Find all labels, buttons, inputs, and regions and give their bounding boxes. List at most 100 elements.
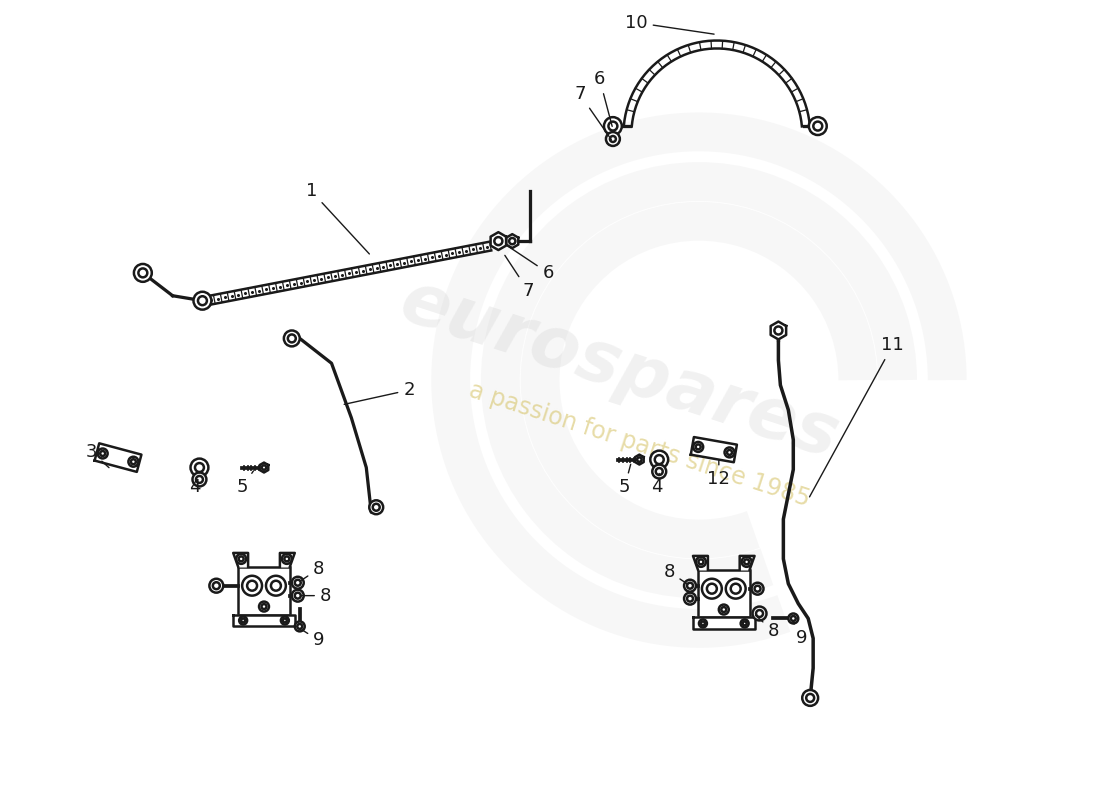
Circle shape <box>726 578 746 598</box>
Circle shape <box>608 122 617 130</box>
Polygon shape <box>693 556 708 570</box>
Polygon shape <box>279 553 295 567</box>
Circle shape <box>190 458 208 477</box>
Circle shape <box>242 576 262 596</box>
Circle shape <box>131 459 136 464</box>
Polygon shape <box>233 553 249 567</box>
Polygon shape <box>260 462 268 473</box>
Circle shape <box>756 610 763 617</box>
Polygon shape <box>771 322 786 339</box>
Text: 5: 5 <box>618 464 630 496</box>
Circle shape <box>751 582 763 594</box>
Circle shape <box>604 117 622 135</box>
Polygon shape <box>691 437 737 462</box>
Circle shape <box>727 450 732 455</box>
Circle shape <box>288 334 296 342</box>
Circle shape <box>192 473 207 486</box>
Circle shape <box>698 559 703 564</box>
Circle shape <box>654 455 663 464</box>
Circle shape <box>725 447 735 458</box>
Circle shape <box>239 557 243 562</box>
Text: 8: 8 <box>663 562 688 584</box>
Text: 2: 2 <box>344 381 415 404</box>
Circle shape <box>802 690 818 706</box>
Polygon shape <box>491 232 506 250</box>
Circle shape <box>650 450 668 469</box>
Circle shape <box>789 614 799 623</box>
Text: 6: 6 <box>594 70 613 126</box>
Bar <box>239 567 289 614</box>
Circle shape <box>295 593 300 598</box>
Circle shape <box>266 576 286 596</box>
Text: 7: 7 <box>505 255 534 300</box>
Circle shape <box>606 132 620 146</box>
Polygon shape <box>739 556 755 570</box>
Circle shape <box>656 468 662 475</box>
Circle shape <box>285 557 289 562</box>
Circle shape <box>698 619 707 627</box>
Circle shape <box>236 554 246 564</box>
Text: 8: 8 <box>300 586 331 605</box>
Circle shape <box>297 624 302 629</box>
Circle shape <box>295 622 305 631</box>
Circle shape <box>241 618 245 622</box>
Circle shape <box>806 694 814 702</box>
Circle shape <box>98 449 108 458</box>
Circle shape <box>239 617 248 625</box>
Text: 4: 4 <box>651 474 663 496</box>
Bar <box>698 570 749 618</box>
Circle shape <box>684 580 696 592</box>
Circle shape <box>194 292 211 310</box>
Circle shape <box>139 269 147 278</box>
Circle shape <box>693 442 703 452</box>
Circle shape <box>707 584 717 594</box>
Circle shape <box>637 458 641 462</box>
Polygon shape <box>693 618 755 630</box>
Circle shape <box>744 559 749 564</box>
Circle shape <box>370 500 383 514</box>
Circle shape <box>684 593 696 605</box>
Circle shape <box>808 117 827 135</box>
Circle shape <box>494 237 503 245</box>
Text: 10: 10 <box>625 14 714 34</box>
Circle shape <box>283 618 287 622</box>
Text: 3: 3 <box>86 442 109 468</box>
Circle shape <box>752 606 767 621</box>
Circle shape <box>755 586 760 592</box>
Circle shape <box>100 451 106 456</box>
Circle shape <box>730 584 740 594</box>
Circle shape <box>134 264 152 282</box>
Text: 6: 6 <box>506 245 553 282</box>
Text: 1: 1 <box>306 182 370 254</box>
Polygon shape <box>233 614 295 626</box>
Circle shape <box>209 578 223 593</box>
Text: 8: 8 <box>300 560 324 581</box>
Circle shape <box>701 622 705 626</box>
Circle shape <box>271 581 281 590</box>
Circle shape <box>262 604 266 609</box>
Circle shape <box>509 238 516 244</box>
Text: 9: 9 <box>793 621 807 647</box>
Circle shape <box>609 136 616 142</box>
Circle shape <box>702 578 722 598</box>
Circle shape <box>742 622 747 626</box>
Circle shape <box>282 554 292 564</box>
Circle shape <box>196 476 202 483</box>
Circle shape <box>198 296 207 305</box>
Circle shape <box>213 582 220 589</box>
Circle shape <box>258 602 270 611</box>
Circle shape <box>688 582 693 589</box>
Circle shape <box>262 466 266 470</box>
Circle shape <box>791 616 795 621</box>
Circle shape <box>195 463 204 472</box>
Circle shape <box>284 330 299 346</box>
Circle shape <box>248 581 257 590</box>
Circle shape <box>292 577 304 589</box>
Circle shape <box>718 605 728 614</box>
Circle shape <box>373 504 380 510</box>
Circle shape <box>813 122 823 130</box>
Text: 9: 9 <box>302 630 324 650</box>
Text: 4: 4 <box>189 471 200 496</box>
Text: a passion for parts since 1985: a passion for parts since 1985 <box>465 378 813 511</box>
Circle shape <box>774 326 782 334</box>
